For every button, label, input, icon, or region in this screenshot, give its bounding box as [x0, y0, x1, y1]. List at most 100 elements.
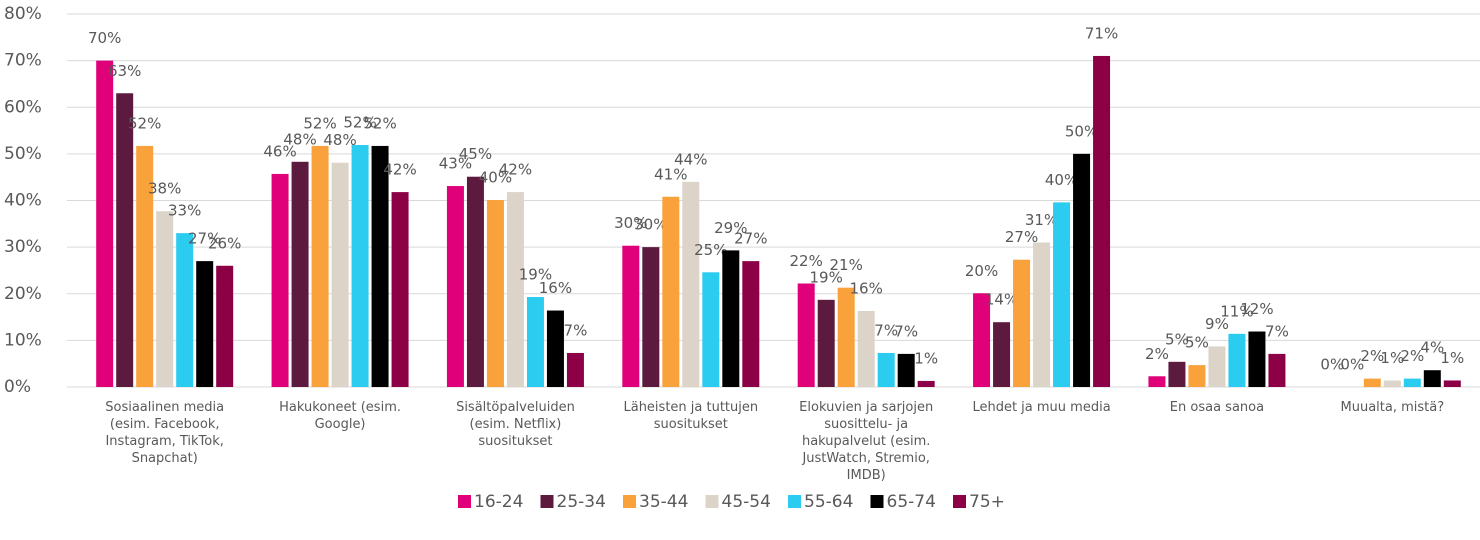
- data-label: 50%: [1065, 122, 1098, 140]
- bar: [526, 297, 544, 387]
- data-label: 7%: [874, 321, 898, 339]
- bar: [1383, 380, 1401, 387]
- legend-swatch: [953, 495, 966, 508]
- legend-label: 16-24: [474, 492, 523, 512]
- data-label: 40%: [479, 169, 512, 187]
- data-label: 27%: [188, 230, 221, 248]
- data-label: 29%: [714, 219, 747, 237]
- y-tick-label: 20%: [4, 284, 42, 304]
- y-tick-label: 0%: [4, 377, 31, 397]
- bar: [1093, 55, 1111, 388]
- y-tick-label: 50%: [4, 144, 42, 164]
- data-label: 42%: [499, 161, 532, 179]
- data-label: 16%: [850, 280, 883, 298]
- bar: [1053, 202, 1071, 387]
- legend-label: 75+: [969, 492, 1005, 512]
- data-label: 1%: [1440, 349, 1464, 367]
- bar: [642, 247, 660, 387]
- data-label: 19%: [810, 268, 843, 286]
- data-label: 20%: [965, 262, 998, 280]
- legend-swatch: [623, 495, 636, 508]
- legend-swatch: [870, 495, 884, 508]
- legend-label: 65-74: [887, 492, 936, 512]
- bar: [96, 60, 114, 387]
- data-label: 2%: [1145, 345, 1169, 363]
- data-label: 45%: [459, 145, 492, 163]
- x-tick-label: Elokuvien ja sarjojen suosittelu- ja hak…: [799, 400, 934, 483]
- data-label: 40%: [1045, 171, 1078, 189]
- data-label: 1%: [914, 349, 938, 367]
- data-label: 70%: [88, 29, 121, 47]
- bar: [897, 353, 915, 387]
- bar: [837, 287, 855, 387]
- data-label: 0%: [1340, 356, 1364, 374]
- data-label: 46%: [263, 142, 296, 160]
- data-label: 16%: [539, 279, 572, 297]
- legend-swatch: [540, 495, 554, 508]
- bar: [196, 261, 214, 387]
- bar: [291, 161, 309, 387]
- bar: [1188, 365, 1206, 387]
- data-label: 5%: [1165, 330, 1189, 348]
- bar: [1148, 376, 1166, 387]
- data-label: 52%: [128, 114, 161, 132]
- bar: [116, 93, 134, 387]
- data-label: 52%: [363, 114, 396, 132]
- data-label: 21%: [830, 256, 863, 274]
- data-label: 48%: [323, 131, 356, 149]
- legend-label: 45-54: [722, 492, 771, 512]
- bar: [622, 245, 640, 387]
- data-label: 9%: [1205, 315, 1229, 333]
- bar: [1013, 259, 1031, 387]
- data-label: 12%: [1240, 300, 1273, 318]
- y-tick-label: 10%: [4, 330, 42, 350]
- data-label: 27%: [734, 230, 767, 248]
- legend-swatch: [705, 495, 719, 508]
- bar: [797, 283, 815, 387]
- bar: [391, 192, 409, 387]
- bar: [1443, 380, 1461, 387]
- data-label: 31%: [1025, 211, 1058, 229]
- x-tick-label: Lehdet ja muu media: [972, 400, 1111, 415]
- legend-label: 35-44: [639, 492, 688, 512]
- legend-swatch: [788, 495, 801, 508]
- x-tick-label: Hakukoneet (esim. Google): [279, 400, 401, 432]
- bar: [566, 352, 584, 387]
- data-label: 30%: [614, 214, 647, 232]
- y-tick-label: 80%: [4, 4, 42, 24]
- bar: [176, 233, 194, 387]
- y-tick-label: 30%: [4, 237, 42, 257]
- data-label: 27%: [1005, 228, 1038, 246]
- data-label: 1%: [1380, 349, 1404, 367]
- data-label: 30%: [634, 216, 667, 234]
- legend-label: 25-34: [557, 492, 606, 512]
- bar: [973, 293, 991, 387]
- y-tick-label: 60%: [4, 97, 42, 117]
- x-tick-label: Sisältöpalveluiden (esim. Netflix) suosi…: [456, 400, 575, 449]
- data-label: 33%: [168, 202, 201, 220]
- bar: [1403, 378, 1421, 387]
- y-tick-label: 40%: [4, 191, 42, 211]
- bar: [1073, 153, 1091, 387]
- data-label: 48%: [283, 130, 316, 148]
- bar: [331, 162, 349, 387]
- x-tick-label: En osaa sanoa: [1169, 400, 1265, 415]
- data-label: 11%: [1220, 302, 1253, 320]
- data-label: 26%: [208, 234, 241, 252]
- bar: [722, 250, 740, 387]
- data-label: 7%: [1265, 322, 1289, 340]
- bar: [546, 310, 564, 387]
- x-tick-label: Läheisten ja tuttujen suositukset: [623, 400, 759, 432]
- legend-label: 55-64: [804, 492, 853, 512]
- legend-swatch: [458, 495, 471, 508]
- bar: [817, 299, 835, 387]
- data-label: 41%: [654, 165, 687, 183]
- data-label: 22%: [790, 252, 823, 270]
- bar: [662, 196, 680, 387]
- bar: [877, 352, 895, 387]
- bar: [1268, 353, 1286, 387]
- data-label: 25%: [694, 241, 727, 259]
- bar: [1248, 331, 1266, 387]
- bar: [311, 145, 329, 387]
